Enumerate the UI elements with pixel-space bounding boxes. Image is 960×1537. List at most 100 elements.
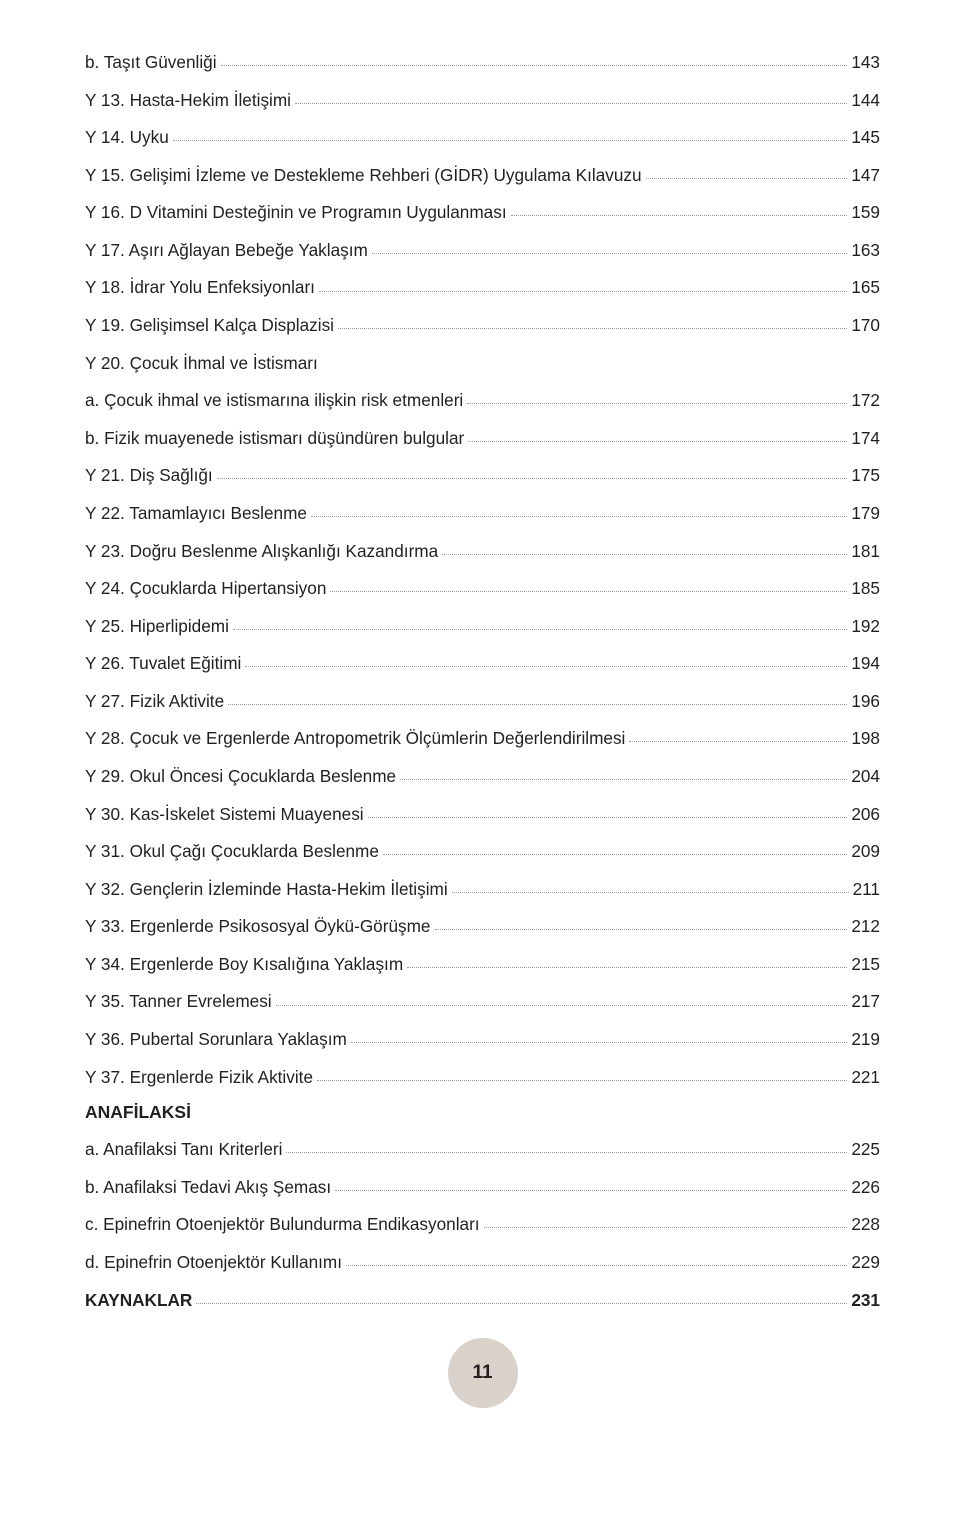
- toc-leader-dots: [442, 554, 847, 555]
- toc-entry-page: 206: [851, 802, 880, 826]
- toc-entry-page: 204: [851, 764, 880, 788]
- toc-entry-label: Y 23. Doğru Beslenme Alışkanlığı Kazandı…: [85, 539, 438, 563]
- toc-entry: Y 18. İdrar Yolu Enfeksiyonları165: [85, 275, 880, 299]
- toc-entry-page: 212: [851, 914, 880, 938]
- toc-entry: a. Çocuk ihmal ve istismarına ilişkin ri…: [85, 388, 880, 412]
- toc-entry-page: 219: [851, 1027, 880, 1051]
- toc-entry-label: Y 28. Çocuk ve Ergenlerde Antropometrik …: [85, 726, 625, 750]
- toc-entry-label: Y 26. Tuvalet Eğitimi: [85, 651, 241, 675]
- toc-entry-label: Y 37. Ergenlerde Fizik Aktivite: [85, 1065, 313, 1089]
- page-footer: 11: [85, 1338, 880, 1408]
- toc-entry-page: 231: [851, 1288, 880, 1312]
- toc-entry-page: 145: [851, 125, 880, 149]
- toc-leader-dots: [452, 892, 849, 893]
- toc-entry: Y 29. Okul Öncesi Çocuklarda Beslenme 204: [85, 764, 880, 788]
- toc-entry: Y 15. Gelişimi İzleme ve Destekleme Rehb…: [85, 163, 880, 187]
- toc-entry-label: c. Epinefrin Otoenjektör Bulundurma Endi…: [85, 1212, 480, 1236]
- toc-entry: a. Anafilaksi Tanı Kriterleri 225: [85, 1137, 880, 1161]
- toc-leader-dots: [173, 140, 848, 141]
- toc-entry-page: 170: [851, 313, 880, 337]
- toc-entry: Y 34. Ergenlerde Boy Kısalığına Yaklaşım…: [85, 952, 880, 976]
- toc-entry-label: b. Anafilaksi Tedavi Akış Şeması: [85, 1175, 331, 1199]
- toc-entry-page: 229: [851, 1250, 880, 1274]
- toc-entry-label: Y 15. Gelişimi İzleme ve Destekleme Rehb…: [85, 163, 642, 187]
- toc-entry-label: Y 31. Okul Çağı Çocuklarda Beslenme: [85, 839, 379, 863]
- toc-entry-label: Y 17. Aşırı Ağlayan Bebeğe Yaklaşım: [85, 238, 368, 262]
- toc-leader-dots: [330, 591, 847, 592]
- toc-entry-page: 225: [851, 1137, 880, 1161]
- toc-entry-label: Y 22. Tamamlayıcı Beslenme: [85, 501, 307, 525]
- toc-entry-label: Y 27. Fizik Aktivite: [85, 689, 224, 713]
- toc-entry: c. Epinefrin Otoenjektör Bulundurma Endi…: [85, 1212, 880, 1236]
- toc-entry: Y 16. D Vitamini Desteğinin ve Programın…: [85, 200, 880, 224]
- toc-entry: Y 13. Hasta-Hekim İletişimi 144: [85, 88, 880, 112]
- toc-entry-label: Y 24. Çocuklarda Hipertansiyon: [85, 576, 326, 600]
- toc-entry-page: 174: [851, 426, 880, 450]
- toc-entry: Y 33. Ergenlerde Psikososyal Öykü-Görüşm…: [85, 914, 880, 938]
- toc-entry-label: Y 35. Tanner Evrelemesi: [85, 989, 272, 1013]
- page-number-badge: 11: [448, 1338, 518, 1408]
- toc-entry: Y 26. Tuvalet Eğitimi 194: [85, 651, 880, 675]
- toc-entry: Y 30. Kas-İskelet Sistemi Muayenesi206: [85, 802, 880, 826]
- toc-leader-dots: [629, 741, 847, 742]
- toc-leader-dots: [338, 328, 847, 329]
- toc-leader-dots: [646, 178, 848, 179]
- toc-entry-label: b. Fizik muayenede istismarı düşündüren …: [85, 426, 464, 450]
- toc-entry-page: 228: [851, 1212, 880, 1236]
- toc-entry-page: 179: [851, 501, 880, 525]
- toc-entry-page: 181: [851, 539, 880, 563]
- toc-entry: b. Anafilaksi Tedavi Akış Şeması 226: [85, 1175, 880, 1199]
- toc-entry: Y 27. Fizik Aktivite 196: [85, 689, 880, 713]
- toc-entry-page: 175: [851, 463, 880, 487]
- toc-leader-dots: [311, 516, 847, 517]
- toc-leader-dots: [196, 1303, 847, 1304]
- toc-entry-label: d. Epinefrin Otoenjektör Kullanımı: [85, 1250, 342, 1274]
- toc-entry-label: Y 25. Hiperlipidemi: [85, 614, 229, 638]
- toc-entry-page: 215: [851, 952, 880, 976]
- toc-leader-dots: [383, 854, 847, 855]
- toc-entry: b. Fizik muayenede istismarı düşündüren …: [85, 426, 880, 450]
- toc-entry-page: 185: [851, 576, 880, 600]
- toc-entry-label: Y 33. Ergenlerde Psikososyal Öykü-Görüşm…: [85, 914, 431, 938]
- toc-entry: Y 20. Çocuk İhmal ve İstismarı: [85, 351, 880, 375]
- toc-entry-label: Y 34. Ergenlerde Boy Kısalığına Yaklaşım: [85, 952, 403, 976]
- toc-entry: Y 24. Çocuklarda Hipertansiyon 185: [85, 576, 880, 600]
- toc-entry: KAYNAKLAR 231: [85, 1288, 880, 1312]
- toc-entry: Y 22. Tamamlayıcı Beslenme 179: [85, 501, 880, 525]
- toc-entry-page: 226: [851, 1175, 880, 1199]
- toc-entry: Y 21. Diş Sağlığı175: [85, 463, 880, 487]
- toc-entry: Y 37. Ergenlerde Fizik Aktivite 221: [85, 1065, 880, 1089]
- toc-leader-dots: [435, 929, 848, 930]
- toc-leader-dots: [468, 441, 847, 442]
- toc-leader-dots: [319, 291, 847, 292]
- toc-entry-page: 194: [851, 651, 880, 675]
- toc-entry-label: a. Anafilaksi Tanı Kriterleri: [85, 1137, 282, 1161]
- toc-entry-page: 143: [851, 50, 880, 74]
- toc-leader-dots: [276, 1005, 848, 1006]
- toc-entry-page: 144: [851, 88, 880, 112]
- toc-entry: Y 31. Okul Çağı Çocuklarda Beslenme 209: [85, 839, 880, 863]
- table-of-contents: b. Taşıt Güvenliği 143 Y 13. Hasta-Hekim İ…: [85, 50, 880, 1312]
- toc-entry-page: 165: [851, 275, 880, 299]
- toc-leader-dots: [351, 1042, 848, 1043]
- toc-leader-dots: [400, 779, 847, 780]
- toc-entry: Y 14. Uyku145: [85, 125, 880, 149]
- toc-entry-label: a. Çocuk ihmal ve istismarına ilişkin ri…: [85, 388, 463, 412]
- toc-leader-dots: [335, 1190, 847, 1191]
- toc-entry-label: b. Taşıt Güvenliği: [85, 50, 217, 74]
- toc-entry: Y 32. Gençlerin İzleminde Hasta-Hekim İl…: [85, 877, 880, 901]
- toc-entry-page: 209: [851, 839, 880, 863]
- toc-entry-label: Y 19. Gelişimsel Kalça Displazisi: [85, 313, 334, 337]
- toc-entry-label: Y 13. Hasta-Hekim İletişimi: [85, 88, 291, 112]
- toc-entry: Y 28. Çocuk ve Ergenlerde Antropometrik …: [85, 726, 880, 750]
- toc-entry-page: 221: [851, 1065, 880, 1089]
- toc-leader-dots: [245, 666, 847, 667]
- toc-entry-label: Y 32. Gençlerin İzleminde Hasta-Hekim İl…: [85, 877, 448, 901]
- toc-entry: Y 35. Tanner Evrelemesi217: [85, 989, 880, 1013]
- toc-entry-label: Y 29. Okul Öncesi Çocuklarda Beslenme: [85, 764, 396, 788]
- toc-entry-page: 159: [851, 200, 880, 224]
- toc-entry-page: 147: [851, 163, 880, 187]
- toc-entry-label: KAYNAKLAR: [85, 1288, 192, 1312]
- toc-entry-page: 196: [851, 689, 880, 713]
- toc-entry-label: Y 36. Pubertal Sorunlara Yaklaşım: [85, 1027, 347, 1051]
